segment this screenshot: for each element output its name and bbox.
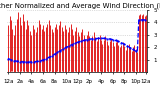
Title: Milwaukee Weather Normalized and Average Wind Direction (Last 24 Hours): Milwaukee Weather Normalized and Average… <box>0 3 160 9</box>
